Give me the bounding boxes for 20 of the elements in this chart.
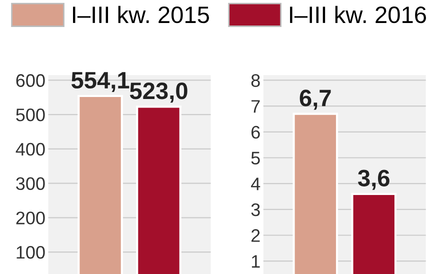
y-tick-label: 200 (16, 212, 45, 224)
y-tick-label: 7 (252, 100, 260, 113)
data-label: 3,6 (358, 170, 390, 190)
data-label: 6,7 (300, 90, 331, 110)
y-tick-label: 100 (16, 246, 45, 259)
y-tick-label: 1 (252, 255, 260, 268)
y-tick-label: 4 (250, 178, 260, 190)
y-tick-label: 8 (251, 74, 260, 87)
y-tick-label: 500 (16, 108, 45, 122)
y-tick-label: 400 (16, 142, 45, 156)
y-tick-label: 3 (251, 203, 260, 216)
y-tick-label: 2 (251, 229, 260, 242)
y-tick-label: 300 (16, 177, 45, 190)
data-label: 523,0 (130, 82, 188, 103)
legend-label: I–III kw. 2015 (73, 6, 209, 24)
data-label: 554,1 (71, 72, 130, 92)
y-tick-label: 600 (16, 74, 45, 87)
y-tick-label: 6 (252, 126, 260, 139)
y-tick-label: 5 (251, 152, 260, 164)
legend-label: I–III kw. 2016 (290, 6, 426, 24)
